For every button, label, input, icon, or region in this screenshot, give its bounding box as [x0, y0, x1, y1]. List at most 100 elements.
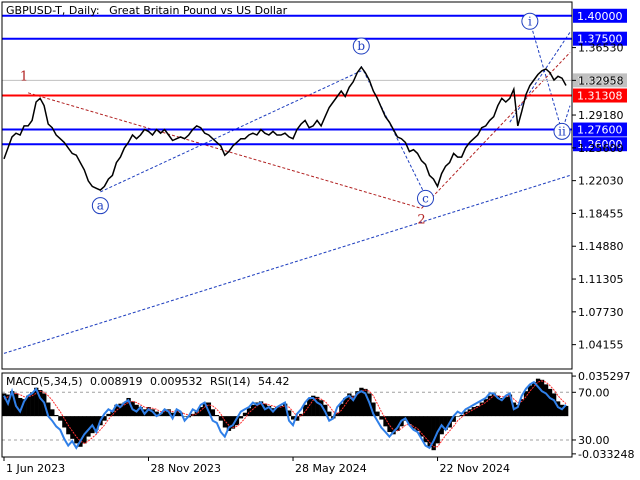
macd-bar: [391, 416, 396, 435]
wave-label: 1: [20, 69, 28, 84]
level-layer: 1.40000 1.37500 1.32958 1.31308 1.276001.260…: [2, 8, 627, 152]
chart-header: GBPUSD-T, Daily: Great Britain Pound vs …: [6, 4, 293, 17]
macd-bar: [122, 402, 127, 417]
macd-value: 0.008919: [90, 375, 143, 388]
symbol-label: GBPUSD-T, Daily:: [6, 4, 100, 17]
macd-bar: [158, 413, 163, 417]
macd-bar: [46, 402, 51, 417]
macd-bar: [202, 402, 208, 417]
macd-bar: [210, 409, 216, 417]
price-tick-label: 1.04155: [578, 339, 624, 352]
macd-bar: [22, 399, 27, 417]
macd-bar: [78, 416, 83, 447]
macd-bar: [371, 402, 376, 417]
level-tag: [573, 8, 627, 23]
macd-bar: [242, 412, 248, 417]
macd-bar: [443, 416, 448, 430]
rsi-name: RSI(14): [210, 375, 251, 388]
macd-bar: [423, 416, 428, 443]
macd-bar: [114, 404, 119, 417]
x-tick-label: 28 Nov 2023: [151, 462, 221, 475]
macd-bar: [26, 395, 31, 417]
macd-bar: [295, 416, 300, 421]
macd-bar: [319, 400, 324, 417]
macd-bar: [226, 416, 232, 431]
macd-bar: [250, 404, 256, 417]
macd-bar: [383, 416, 388, 427]
macd-bar: [126, 397, 131, 417]
level-tag: [573, 137, 627, 152]
macd-bar: [234, 416, 240, 426]
price-panel-frame: [1, 1, 573, 370]
macd-bar: [419, 416, 424, 437]
macd-bar: [515, 404, 521, 417]
indicator-tick-label: 0.035297: [578, 370, 631, 383]
macd-bar: [50, 409, 55, 417]
macd-bar: [531, 382, 537, 417]
macd-bar: [539, 379, 545, 417]
macd-bar: [30, 392, 35, 417]
macd-bar: [415, 416, 420, 431]
macd-bar: [146, 407, 151, 417]
x-tick-label: 28 May 2024: [295, 462, 367, 475]
level-tag-label: 1.32958: [577, 74, 623, 87]
macd-bar: [278, 405, 284, 417]
macd-bar: [54, 415, 59, 417]
macd-bar: [503, 396, 509, 417]
price-tick-label: 1.14880: [578, 240, 624, 253]
wave-label: c: [422, 191, 429, 205]
wave-label-circle: [521, 12, 539, 30]
level-tag-label: 1.26000: [577, 138, 623, 151]
macd-name: MACD(5,34,5): [6, 375, 83, 388]
macd-bar: [487, 395, 493, 417]
trendline: [27, 92, 422, 209]
macd-bar: [218, 416, 224, 421]
macd-bar: [363, 388, 368, 417]
price-tick-label: 1.32958: [578, 74, 624, 87]
macd-bar: [451, 416, 456, 422]
trendline: [509, 31, 571, 123]
macd-bar: [495, 395, 501, 417]
macd-bar: [475, 405, 480, 417]
macd-bar: [162, 410, 167, 417]
macd-bar: [138, 407, 143, 417]
macd-bar: [18, 397, 23, 417]
macd-bar: [327, 411, 332, 417]
macd-bar: [303, 404, 308, 417]
macd-bar: [387, 416, 392, 433]
macd-bar: [299, 413, 304, 417]
macd-bar: [118, 403, 123, 417]
indicator-tick-label: 70.00: [578, 386, 610, 399]
trendline: [529, 21, 563, 132]
macd-bar: [355, 391, 360, 417]
price-tick-label: 1.29180: [578, 109, 624, 122]
rsi-line: [3, 380, 567, 450]
price-tick-label: 1.11305: [578, 273, 624, 286]
macd-bar: [254, 402, 260, 417]
indicator-tick-label: 30.00: [578, 434, 610, 447]
macd-bar: [395, 416, 400, 431]
level-tag-label: 1.40000: [577, 10, 623, 23]
level-tag-label: 1.31308: [577, 90, 623, 103]
macd-bar: [543, 384, 549, 417]
x-tick-label: 1 Jun 2023: [6, 462, 65, 475]
macd-bar: [214, 415, 220, 417]
level-tag-label: 1.37500: [577, 33, 623, 46]
indicator-tick-label: -0.033248: [578, 448, 634, 461]
price-tick-label: 1.18455: [578, 207, 624, 220]
macd-bar: [34, 387, 39, 417]
wave-label-circle: [91, 197, 109, 215]
macd-bar: [427, 416, 432, 447]
macd-bar: [10, 391, 15, 417]
macd-bar: [102, 416, 107, 421]
macd-bar: [347, 393, 352, 417]
price-tick-label: 1.07730: [578, 306, 624, 319]
macd-bar: [110, 411, 115, 417]
macd-bar: [527, 385, 533, 417]
macd-bar: [62, 416, 67, 428]
macd-bar: [491, 393, 497, 417]
macd-bar: [74, 416, 79, 444]
macd-bar: [379, 416, 384, 420]
macd-bar: [471, 407, 476, 417]
